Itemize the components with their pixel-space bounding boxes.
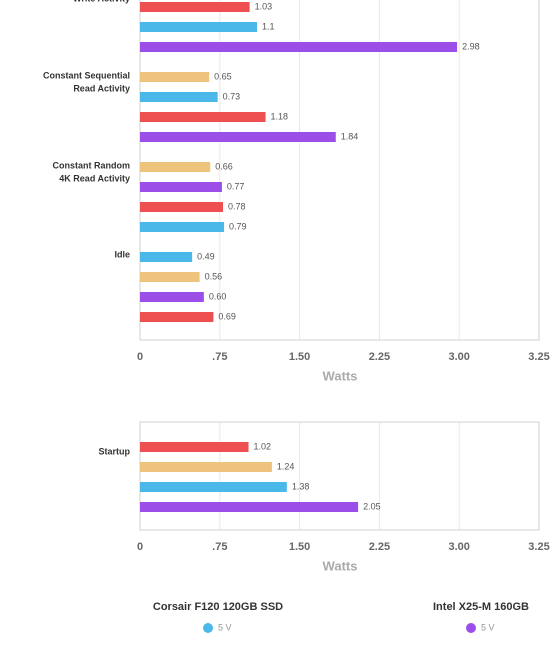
x-tick-label: 1.50 [289,541,310,553]
bar [140,132,336,142]
bar [140,312,214,322]
value-label: 1.18 [271,111,289,121]
category-label: Read Activity [73,83,130,93]
legend-name: Corsair F120 120GB SSD [153,601,283,613]
bar [140,272,200,282]
legend-swatch [466,623,476,633]
bar [140,502,359,512]
x-tick-label: 3.00 [448,351,469,363]
legend-swatch [203,623,213,633]
value-label: 0.66 [215,161,233,171]
x-tick-label: 3.25 [528,541,549,553]
bar [140,162,211,172]
bar [140,42,458,52]
value-label: 1.02 [254,441,272,451]
category-label: Write Activity [73,0,130,3]
value-label: 1.38 [292,481,310,491]
value-label: 1.84 [341,131,359,141]
bar [140,92,218,102]
bar [140,222,225,232]
x-tick-label: 3.00 [448,541,469,553]
bar [140,2,250,12]
x-tick-label: .75 [212,541,227,553]
bar [140,182,222,192]
value-label: 1.24 [277,461,295,471]
bar [140,462,272,472]
bar [140,22,258,32]
plot-frame [139,421,540,531]
bar [140,292,204,302]
category-label: Constant Sequential [43,70,130,80]
bar [140,202,223,212]
value-label: 0.56 [205,271,223,281]
value-label: 0.49 [197,251,215,261]
x-axis-label: Watts [323,558,358,573]
x-tick-label: 2.25 [369,541,390,553]
category-label: Startup [99,446,131,456]
value-label: 0.77 [227,181,245,191]
legend-sub: 5 V [218,622,232,632]
value-label: 2.05 [363,501,381,511]
bar [140,482,287,492]
bar [140,72,210,82]
bar [140,112,266,122]
x-axis-label: Watts [323,368,358,383]
value-label: 0.73 [223,91,241,101]
legend-sub: 5 V [481,622,495,632]
x-tick-label: 2.25 [369,351,390,363]
x-tick-label: 1.50 [289,351,310,363]
category-label: Constant Random [53,160,131,170]
x-tick-label: .75 [212,351,227,363]
bar [140,252,193,262]
value-label: 0.79 [229,221,247,231]
value-label: 0.78 [228,201,246,211]
value-label: 1.03 [255,1,273,11]
x-tick-label: 0 [137,351,143,363]
category-label: 4K Read Activity [59,173,130,183]
value-label: 0.60 [209,291,227,301]
value-label: 0.69 [218,311,236,321]
x-tick-label: 0 [137,541,143,553]
x-tick-label: 3.25 [528,351,549,363]
value-label: 2.98 [462,41,480,51]
category-label: Idle [114,249,130,259]
legend-name: Intel X25-M 160GB [433,601,529,613]
value-label: 0.65 [214,71,232,81]
bar [140,442,249,452]
value-label: 1.1 [262,21,275,31]
